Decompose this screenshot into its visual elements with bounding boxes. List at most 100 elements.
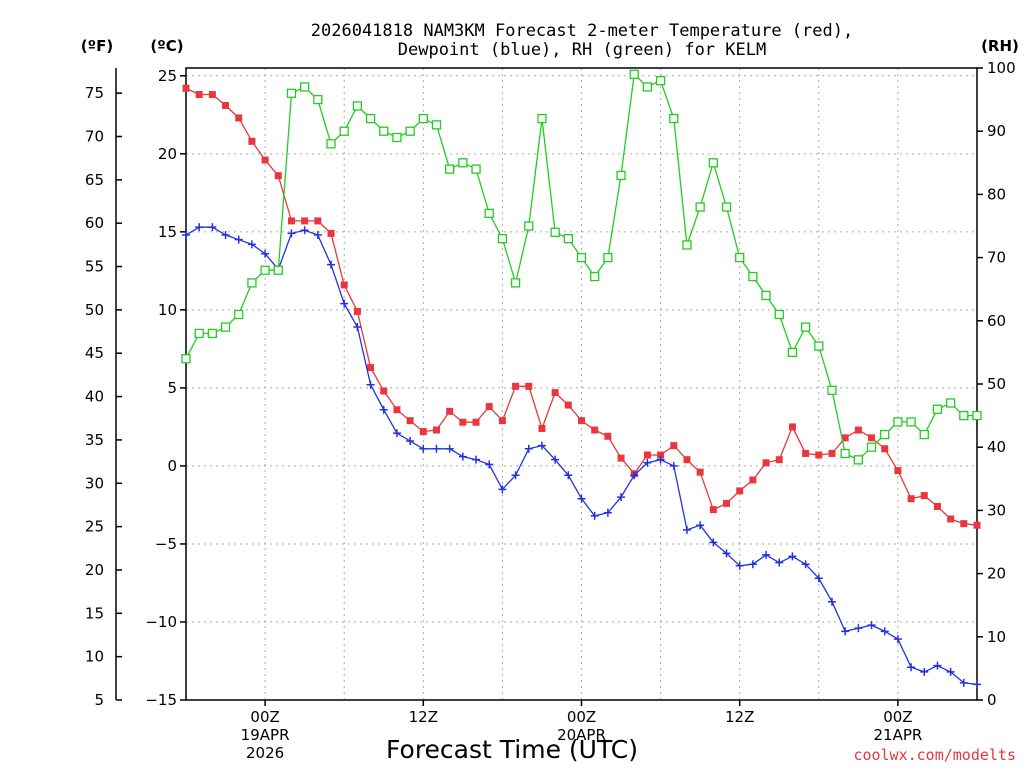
data-point: [827, 597, 836, 606]
data-point: [551, 455, 560, 464]
data-point: [365, 113, 376, 124]
celsius-tick-label: 5: [167, 379, 177, 397]
data-point: [472, 418, 480, 426]
data-point: [195, 223, 204, 232]
data-point: [472, 455, 481, 464]
rh-tick-label: 10: [987, 628, 1006, 646]
data-point: [261, 156, 269, 164]
data-point: [682, 240, 692, 250]
data-point: [946, 667, 955, 676]
celsius-tick-label: −10: [145, 613, 177, 631]
data-point: [880, 627, 889, 636]
data-point: [406, 417, 414, 425]
rh-tick-label: 100: [987, 59, 1016, 77]
data-point: [642, 82, 653, 92]
data-point: [761, 290, 771, 301]
data-point: [352, 101, 363, 111]
data-point: [932, 404, 943, 414]
data-point: [510, 278, 521, 288]
data-point: [314, 217, 322, 225]
data-point: [498, 485, 507, 494]
data-point: [458, 452, 467, 461]
data-point: [945, 398, 956, 408]
rh-tick-label: 90: [987, 122, 1006, 140]
data-point: [643, 458, 652, 467]
chart-titles: 2026041818 NAM3KM Forecast 2-meter Tempe…: [311, 21, 853, 60]
data-point: [749, 476, 757, 484]
data-point: [207, 328, 218, 339]
data-point: [840, 448, 850, 459]
data-point: [181, 354, 191, 364]
celsius-tick-label: 20: [158, 145, 177, 163]
rh-tick-label: 60: [987, 312, 1006, 330]
series-rh: [181, 69, 982, 465]
data-point: [234, 235, 243, 244]
x-axis-label: Forecast Time (UTC): [386, 735, 638, 764]
plot-frame: [185, 67, 978, 701]
data-point: [406, 436, 415, 445]
data-point: [446, 407, 454, 415]
data-series: [181, 69, 982, 689]
fahrenheit-tick-label: 5: [94, 691, 104, 709]
fahrenheit-axis-unit: (ºF): [81, 37, 113, 55]
data-point: [603, 508, 612, 517]
fahrenheit-tick-label: 55: [85, 258, 104, 276]
celsius-tick-label: 0: [167, 457, 177, 475]
data-point: [353, 323, 362, 332]
data-point: [497, 233, 508, 244]
data-point: [881, 445, 889, 453]
x-tick-label-time: 00Z: [567, 708, 596, 726]
data-point: [893, 635, 902, 644]
chart-title-line-1: 2026041818 NAM3KM Forecast 2-meter Tempe…: [311, 21, 853, 41]
data-point: [643, 451, 651, 459]
data-point: [367, 364, 375, 372]
data-point: [736, 487, 744, 495]
data-point: [696, 468, 704, 476]
x-tick-label-time: 12Z: [725, 708, 754, 726]
data-point: [894, 467, 902, 475]
data-point: [563, 233, 573, 244]
data-point: [669, 461, 678, 470]
data-point: [445, 444, 454, 453]
data-point: [379, 126, 389, 136]
data-point: [247, 240, 256, 249]
data-point: [366, 380, 375, 389]
x-tick-label-time: 12Z: [409, 708, 438, 726]
fahrenheit-tick-label: 35: [85, 431, 104, 449]
data-point: [617, 454, 625, 462]
data-point: [827, 385, 837, 395]
data-point: [393, 406, 401, 414]
celsius-tick-label: 10: [158, 301, 177, 319]
fahrenheit-tick-label: 70: [85, 127, 104, 145]
data-point: [340, 299, 349, 308]
fahrenheit-tick-label: 10: [85, 648, 104, 666]
data-point: [854, 426, 862, 434]
data-point: [708, 158, 718, 168]
data-point: [591, 426, 599, 434]
data-point: [419, 444, 428, 453]
data-point: [459, 418, 467, 426]
data-point: [853, 455, 863, 465]
data-point: [432, 444, 441, 453]
data-point: [959, 410, 969, 421]
data-point: [696, 521, 705, 530]
data-point: [868, 434, 876, 442]
data-point: [576, 252, 587, 263]
data-point: [261, 249, 270, 258]
data-point: [906, 417, 916, 427]
data-point: [524, 221, 534, 231]
rh-axis-unit: (RH): [981, 37, 1019, 55]
data-point: [972, 410, 982, 421]
data-point: [550, 227, 560, 237]
rh-tick-label: 0: [987, 691, 997, 709]
x-tick-label-date: 21APR: [873, 726, 922, 744]
chart-title-line-2: Dewpoint (blue), RH (green) for KELM: [398, 40, 766, 60]
data-point: [682, 525, 691, 534]
data-point: [604, 432, 612, 440]
data-point: [959, 678, 968, 687]
data-point: [432, 426, 440, 434]
data-point: [564, 471, 573, 480]
data-point: [616, 170, 626, 181]
